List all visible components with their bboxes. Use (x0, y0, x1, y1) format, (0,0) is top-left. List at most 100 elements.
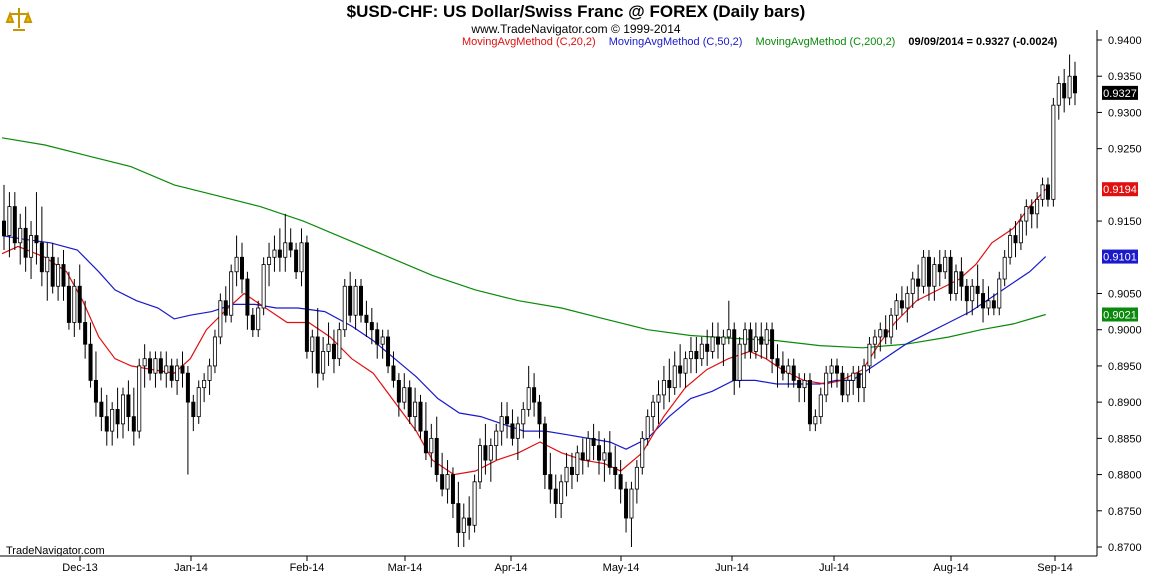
candle-body-59 (321, 351, 326, 374)
candle-body-101 (548, 474, 553, 490)
y-tick-label-3: 0.9250 (1108, 144, 1142, 156)
candle-body-43 (234, 256, 239, 273)
candle-body-111 (602, 452, 607, 461)
candle-body-161 (872, 336, 877, 345)
candle-body-92 (499, 416, 504, 432)
candle-body-39 (212, 336, 217, 367)
candle-body-16 (88, 343, 93, 381)
candle-body-119 (645, 416, 650, 439)
candle-body-198 (1073, 75, 1078, 94)
candle-body-129 (699, 343, 704, 360)
candle-body-157 (851, 372, 856, 381)
candle-body-117 (634, 466, 639, 490)
candle-body-25 (137, 365, 142, 432)
candle-body-167 (905, 293, 910, 309)
candle-body-124 (672, 365, 677, 389)
candle-body-150 (813, 416, 818, 425)
candle-body-144 (780, 365, 785, 374)
candle-body-158 (856, 372, 861, 389)
candle-body-95 (515, 423, 520, 439)
legend-last-value: 09/09/2014 = 0.9327 (-0.0024) (908, 36, 1058, 48)
candle-body-26 (142, 358, 147, 367)
candle-body-132 (716, 336, 721, 345)
candle-body-83 (450, 474, 455, 504)
candle-body-48 (261, 264, 266, 309)
candle-body-51 (277, 249, 282, 258)
value-tag-ma20: 0.9194 (1103, 184, 1137, 196)
candle-body-148 (802, 380, 807, 389)
candle-body-11 (61, 264, 66, 287)
value-tag-bg-ma50 (1102, 249, 1138, 264)
y-tick-label-1: 0.9350 (1108, 71, 1142, 83)
candle-body-94 (510, 423, 515, 439)
y-tick-label-9: 0.8850 (1108, 433, 1142, 445)
candle-body-180 (975, 285, 980, 294)
candle-body-177 (959, 271, 964, 287)
candle-body-185 (1002, 256, 1007, 280)
candle-body-109 (591, 437, 596, 447)
candle-body-134 (726, 329, 731, 338)
candle-body-139 (753, 336, 758, 352)
candle-body-103 (559, 481, 564, 504)
candle-body-29 (158, 358, 163, 374)
candle-body-27 (148, 358, 153, 374)
y-tick-label-11: 0.8750 (1108, 506, 1142, 518)
candle-body-37 (202, 380, 207, 389)
candle-body-73 (396, 380, 401, 403)
candle-body-20 (110, 408, 115, 432)
candle-body-88 (477, 445, 482, 483)
candle-body-74 (402, 387, 407, 403)
candle-body-106 (575, 452, 580, 475)
candle-body-99 (537, 401, 542, 425)
candle-body-145 (786, 365, 791, 374)
x-tick-label-2: Feb-14 (290, 562, 325, 574)
candle-body-174 (943, 256, 948, 273)
candle-body-146 (791, 365, 796, 381)
candle-body-49 (267, 256, 272, 265)
legend-ma200: MovingAvgMethod (C,200,2) (755, 36, 896, 48)
candle-body-125 (678, 365, 683, 374)
candle-body-96 (521, 408, 526, 425)
candle-body-188 (1018, 220, 1023, 244)
y-tick-label-4: 0.9150 (1108, 216, 1142, 228)
candle-body-173 (937, 264, 942, 273)
candle-body-22 (121, 394, 126, 425)
candle-body-85 (461, 517, 466, 533)
x-tick-label-0: Dec-13 (62, 562, 97, 574)
candle-body-78 (423, 430, 428, 454)
candle-body-191 (1035, 198, 1040, 215)
candle-body-82 (445, 474, 450, 490)
candle-body-108 (586, 437, 591, 461)
x-tick-label-6: Jun-14 (715, 562, 749, 574)
candle-body-114 (618, 474, 623, 490)
candle-body-107 (580, 452, 585, 461)
candle-body-166 (899, 300, 904, 309)
candle-body-138 (748, 329, 753, 352)
candle-body-113 (613, 466, 618, 475)
candle-body-143 (775, 358, 780, 367)
ma200-line (1, 137, 1046, 349)
candle-body-194 (1051, 104, 1056, 200)
candle-body-136 (737, 343, 742, 381)
candle-body-60 (326, 343, 331, 352)
candle-body-47 (256, 307, 261, 331)
legend-ma20: MovingAvgMethod (C,20,2) (462, 36, 596, 48)
candle-body-104 (564, 466, 569, 483)
candle-body-137 (743, 329, 748, 345)
candle-body-57 (310, 336, 315, 352)
candle-body-4 (23, 227, 28, 258)
x-tick-label-3: Mar-14 (388, 562, 423, 574)
candle-body-165 (894, 300, 899, 316)
candle-body-153 (829, 365, 834, 374)
candle-body-18 (99, 401, 104, 418)
x-tick-label-7: Jul-14 (819, 562, 849, 574)
candle-body-19 (104, 416, 109, 432)
candle-body-7 (39, 242, 44, 273)
x-tick-label-5: May-14 (603, 562, 640, 574)
candle-body-28 (153, 358, 158, 374)
candle-body-63 (342, 285, 347, 331)
y-tick-label-0: 0.9400 (1108, 35, 1142, 47)
legend: MovingAvgMethod (C,20,2) MovingAvgMethod… (462, 36, 1067, 48)
